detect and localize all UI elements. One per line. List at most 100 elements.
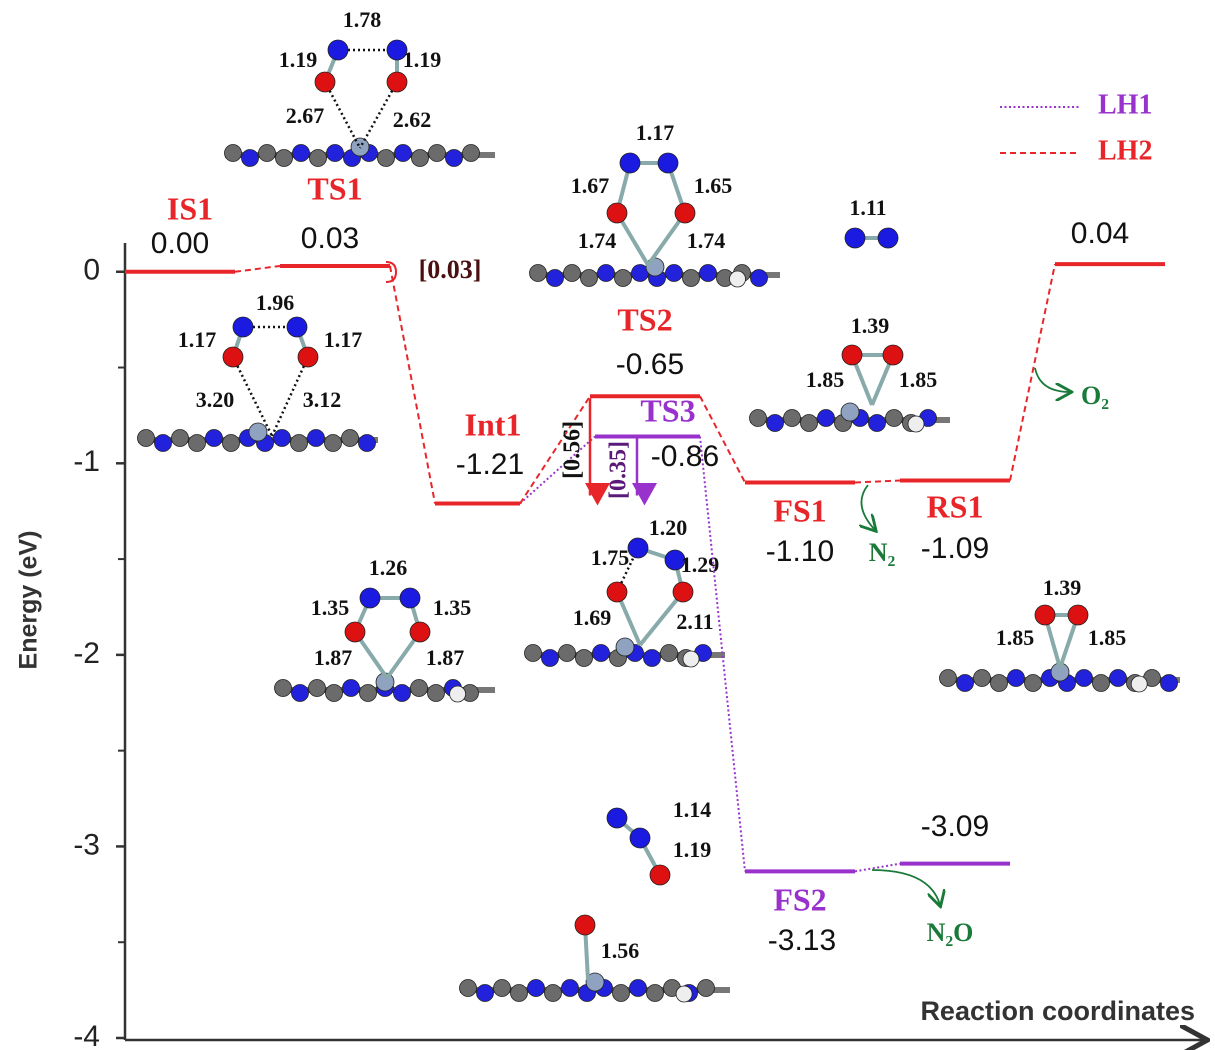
atom: [661, 645, 678, 662]
atom: [359, 435, 376, 452]
atom: [991, 675, 1008, 692]
bond-length-label: 2.11: [676, 609, 713, 634]
atom: [1025, 675, 1042, 692]
atom: [957, 675, 974, 692]
atom: [274, 430, 291, 447]
bond-length-label: 1.35: [433, 595, 472, 620]
atom: [940, 670, 957, 687]
atom: [242, 150, 259, 167]
atom: [206, 430, 223, 447]
atom: [615, 270, 632, 287]
atom: [387, 72, 407, 92]
atom: [564, 265, 581, 282]
atom: [309, 680, 326, 697]
atom: [698, 980, 715, 997]
atom: [343, 680, 360, 697]
atom: [730, 271, 746, 287]
atom: [620, 153, 640, 173]
value-label: -1.21: [456, 448, 524, 481]
bond-length-label: 1.11: [849, 195, 886, 220]
bond-length-label: 3.12: [303, 387, 342, 412]
bond-length-label: 1.85: [1088, 625, 1127, 650]
atom: [883, 345, 903, 365]
atom: [1093, 675, 1110, 692]
atom: [328, 40, 348, 60]
atom: [869, 415, 886, 432]
atom: [616, 638, 634, 656]
bond-length-label: 1.74: [578, 228, 617, 253]
bond-length-label: 1.65: [694, 173, 733, 198]
bond: [360, 82, 397, 148]
atom: [428, 685, 445, 702]
y-tick-label: -4: [73, 1020, 100, 1050]
atom: [287, 317, 307, 337]
value-label: -1.09: [921, 532, 989, 565]
atom: [673, 582, 693, 602]
atom: [562, 980, 579, 997]
atom: [494, 980, 511, 997]
atom: [630, 980, 647, 997]
page: Energy (eV) Reaction coordinates 0-1-2-3…: [0, 0, 1215, 1050]
atom: [315, 72, 335, 92]
connector: [855, 481, 900, 483]
bond-length-label: 3.20: [196, 387, 235, 412]
legend-label: LH1: [1098, 89, 1152, 120]
bond-length-label: 1.14: [673, 797, 712, 822]
bond-length-label: 1.39: [851, 313, 890, 338]
state-label: Int1: [465, 406, 522, 442]
atom: [607, 203, 627, 223]
atom: [630, 828, 650, 848]
atom: [325, 435, 342, 452]
bond-length-label: 1.75: [591, 545, 630, 570]
y-tick-label: -2: [73, 637, 100, 670]
bond-length-label: 2.67: [286, 103, 325, 128]
value-label: 0.04: [1071, 217, 1129, 250]
release-arrow: [861, 485, 875, 530]
atom: [1068, 605, 1088, 625]
state-label: RS1: [927, 488, 984, 524]
atom: [628, 538, 648, 558]
atom: [1131, 676, 1147, 692]
atom: [658, 153, 678, 173]
bond-length-label: 1.67: [571, 173, 610, 198]
atom: [450, 686, 466, 702]
atom: [559, 645, 576, 662]
legend-label: LH2: [1098, 135, 1152, 166]
atom: [767, 415, 784, 432]
atom: [607, 582, 627, 602]
atom: [446, 150, 463, 167]
bond-length-label: 1.96: [256, 290, 295, 315]
atom: [345, 622, 365, 642]
atom: [249, 423, 267, 441]
atom: [276, 150, 293, 167]
atom: [545, 985, 562, 1002]
atom: [644, 650, 661, 667]
value-label: -3.09: [921, 810, 989, 843]
atom: [292, 685, 309, 702]
value-label: 0.00: [151, 227, 209, 260]
bond-length-label: 1.26: [369, 555, 408, 580]
atom: [378, 150, 395, 167]
atom: [429, 145, 446, 162]
atom: [683, 651, 699, 667]
value-label: -0.65: [616, 348, 684, 381]
atom: [460, 980, 477, 997]
atom: [223, 435, 240, 452]
annotation: N₂: [869, 538, 896, 567]
atom: [400, 588, 420, 608]
atom: [598, 265, 615, 282]
x-axis-label: Reaction coordinates: [920, 996, 1195, 1026]
bond-length-label: 1.85: [996, 625, 1035, 650]
atom: [878, 228, 898, 248]
bond: [325, 82, 360, 148]
atom: [155, 435, 172, 452]
bond-length-label: 1.87: [426, 645, 465, 670]
bond: [233, 357, 272, 436]
state-label: TS1: [307, 170, 362, 206]
annotation: N₂O: [927, 918, 974, 947]
atom: [841, 403, 859, 421]
bond-length-label: 1.78: [343, 7, 382, 32]
atom: [275, 680, 292, 697]
atom: [676, 986, 692, 1002]
value-label: -3.13: [768, 924, 836, 957]
